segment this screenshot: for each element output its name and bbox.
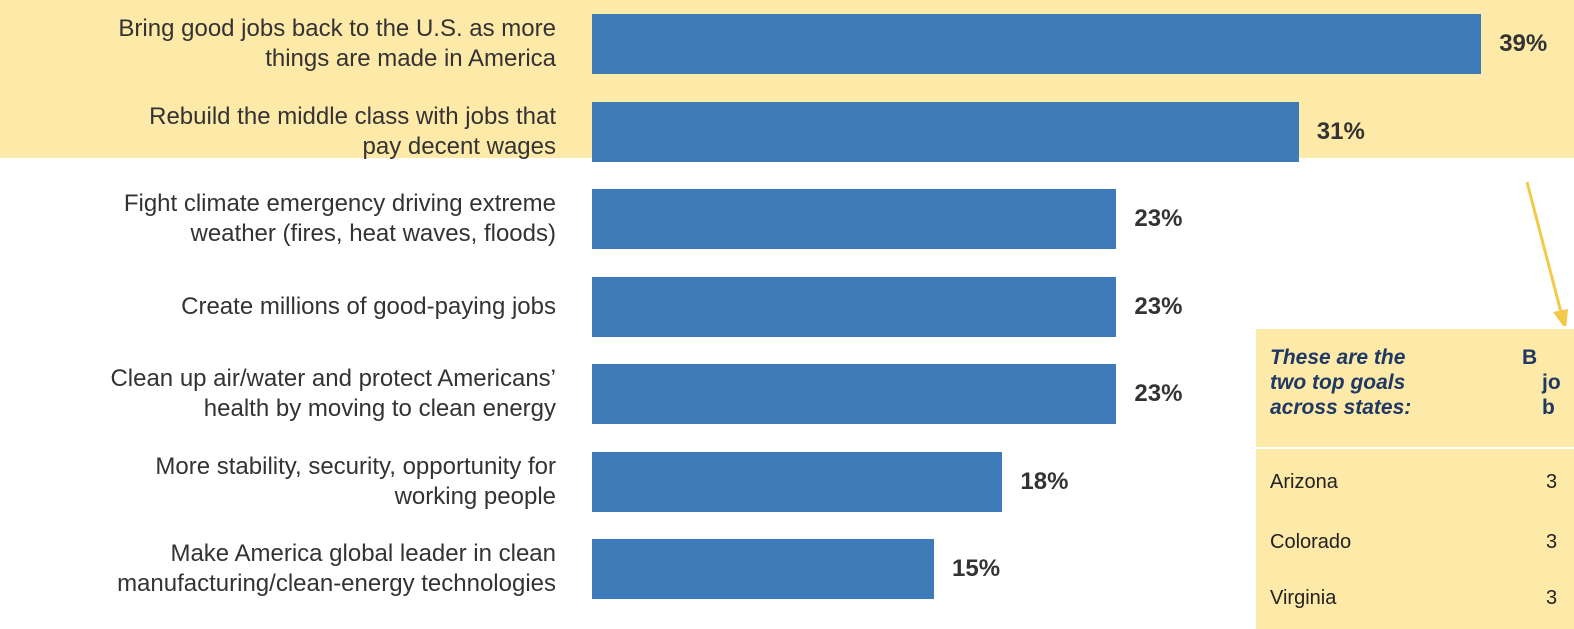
state-value: 3 bbox=[1546, 471, 1558, 493]
category-label-line: pay decent wages bbox=[362, 132, 556, 160]
category-label-line: manufacturing/clean-energy technologies bbox=[117, 570, 556, 597]
category-label-line: health by moving to clean energy bbox=[203, 395, 556, 422]
category-label: Fight climate emergency driving extreme w… bbox=[0, 189, 556, 249]
category-label-line: Fight climate emergency driving extreme bbox=[123, 190, 556, 217]
table-column-header: B jo b bbox=[1522, 345, 1574, 420]
data-label: 31% bbox=[1316, 117, 1365, 145]
table-column-header-line: B bbox=[1522, 346, 1538, 369]
data-label: 15% bbox=[952, 555, 1001, 582]
category-label: Rebuild the middle class with jobs that p… bbox=[0, 102, 556, 162]
category-label-line: Create millions of good-paying jobs bbox=[181, 292, 556, 320]
category-label-line: More stability, security, opportunity fo… bbox=[155, 452, 556, 480]
bar bbox=[592, 276, 1117, 337]
category-label-line: things are made in America bbox=[265, 45, 556, 72]
category-label: Clean up air/water and protect Americans… bbox=[0, 364, 556, 424]
table-row: Virginia 3 bbox=[1256, 579, 1574, 619]
bar bbox=[592, 451, 1003, 512]
category-label-line: Make America global leader in clean bbox=[170, 540, 556, 567]
bar bbox=[592, 539, 934, 599]
state-name: Colorado bbox=[1270, 531, 1352, 553]
table-divider bbox=[1256, 447, 1574, 449]
table-caption-line: across states: bbox=[1270, 396, 1412, 419]
state-value: 3 bbox=[1546, 531, 1558, 553]
table-row: Colorado 3 bbox=[1256, 523, 1574, 563]
data-label: 18% bbox=[1020, 467, 1069, 495]
category-label: Create millions of good-paying jobs bbox=[0, 292, 556, 322]
data-label: 39% bbox=[1499, 30, 1548, 57]
horizontal-bar-chart: 39% Bring good jobs back to the U.S. as m… bbox=[0, 14, 1548, 599]
table-row: Arizona 3 bbox=[1256, 463, 1574, 503]
data-label: 23% bbox=[1134, 380, 1183, 407]
callout-arrow-icon bbox=[1525, 181, 1568, 330]
state-value: 3 bbox=[1546, 587, 1558, 609]
category-label-line: Clean up air/water and protect Americans… bbox=[110, 365, 556, 392]
table-caption-line: two top goals bbox=[1270, 371, 1406, 394]
bar bbox=[592, 364, 1117, 424]
data-label: 23% bbox=[1134, 205, 1183, 232]
table-caption-line: These are the bbox=[1270, 346, 1406, 369]
table-column-header-line: b bbox=[1542, 396, 1555, 419]
table-column-header-line: jo bbox=[1542, 371, 1561, 394]
category-label-line: Rebuild the middle class with jobs that bbox=[149, 102, 556, 130]
category-label-line: Bring good jobs back to the U.S. as more bbox=[118, 15, 556, 42]
bar bbox=[592, 14, 1482, 74]
category-label: Bring good jobs back to the U.S. as more… bbox=[0, 14, 556, 74]
category-label: More stability, security, opportunity fo… bbox=[0, 452, 556, 512]
category-label-line: weather (fires, heat waves, floods) bbox=[190, 220, 557, 247]
bar bbox=[592, 189, 1117, 249]
data-label: 23% bbox=[1134, 292, 1183, 320]
state-name: Arizona bbox=[1270, 471, 1338, 493]
state-name: Virginia bbox=[1270, 587, 1337, 609]
bar bbox=[592, 101, 1299, 162]
top-goals-table: These are the two top goals across state… bbox=[1256, 326, 1574, 629]
category-label-line: working people bbox=[394, 482, 556, 510]
category-label: Make America global leader in clean manuf… bbox=[0, 539, 556, 599]
table-caption: These are the two top goals across state… bbox=[1270, 345, 1470, 420]
